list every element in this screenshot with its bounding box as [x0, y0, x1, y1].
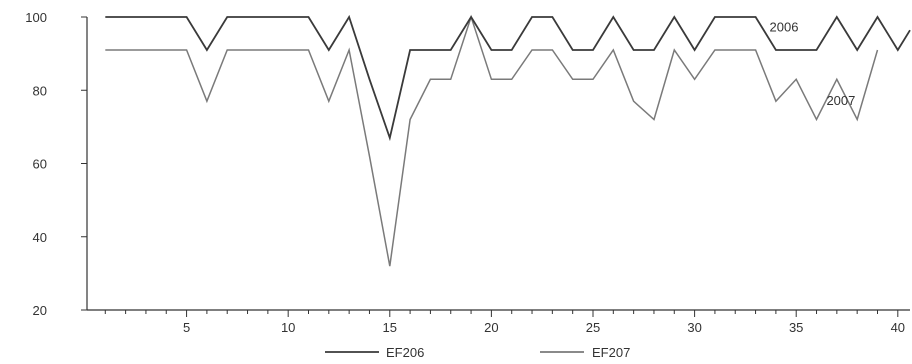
series-annotation-ef207: 2007: [826, 93, 855, 108]
y-tick-label: 40: [33, 230, 47, 245]
series-line-ef207: [105, 14, 879, 267]
x-tick-label: 5: [183, 320, 190, 335]
x-tick-label: 35: [789, 320, 803, 335]
x-tick-label: 40: [891, 320, 905, 335]
series-annotation-ef206: 2006: [770, 20, 799, 35]
x-tick-label: 30: [687, 320, 701, 335]
y-tick-label: 80: [33, 83, 47, 98]
series-annotations: 2006 2007: [770, 20, 856, 108]
y-tick-label: 100: [25, 10, 47, 25]
chart-legend: EF206 EF207: [325, 345, 630, 360]
y-tick-label: 20: [33, 303, 47, 318]
chart-series: [105, 14, 911, 267]
x-tick-label: 25: [586, 320, 600, 335]
chart-axes: [86, 17, 910, 311]
x-tick-label: 20: [484, 320, 498, 335]
x-tick-label: 10: [281, 320, 295, 335]
x-tick-label: 15: [383, 320, 397, 335]
legend-label-ef207: EF207: [592, 345, 630, 360]
legend-label-ef206: EF206: [386, 345, 424, 360]
chart-ticks: 20 40 60 80 100 5 10 15 20 25 30 35 40: [25, 10, 905, 335]
series-line-ef206: [105, 14, 911, 142]
y-tick-label: 60: [33, 157, 47, 172]
